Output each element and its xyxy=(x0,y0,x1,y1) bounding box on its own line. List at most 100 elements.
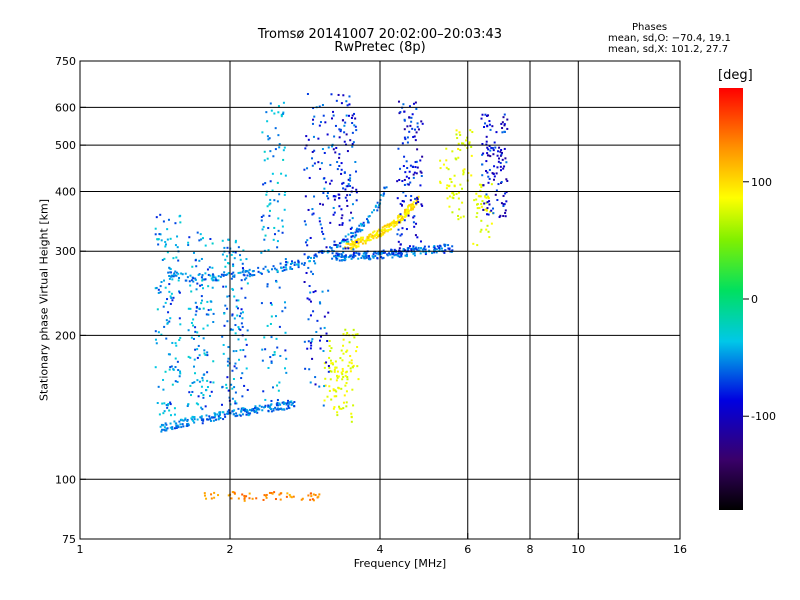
echo-point xyxy=(486,146,489,149)
echo-point xyxy=(278,143,281,146)
echo-point xyxy=(328,339,331,342)
echo-point xyxy=(340,102,343,105)
echo-point xyxy=(401,180,404,183)
echo-point xyxy=(410,247,413,250)
echo-point xyxy=(333,395,336,398)
echo-point xyxy=(488,120,491,123)
echo-point xyxy=(344,374,347,377)
echo-point xyxy=(277,134,280,137)
echo-point xyxy=(166,298,169,301)
echo-point xyxy=(273,267,276,270)
echo-point xyxy=(166,427,169,430)
echo-point xyxy=(433,247,436,250)
echo-point xyxy=(238,315,241,318)
echo-point xyxy=(328,344,331,347)
echo-point xyxy=(278,325,281,328)
echo-point xyxy=(266,269,269,272)
echo-point xyxy=(340,253,343,256)
echo-point xyxy=(328,389,331,392)
echo-point xyxy=(200,257,203,260)
echo-point xyxy=(490,183,493,186)
echo-point xyxy=(356,230,359,233)
echo-point xyxy=(204,405,207,408)
echo-point xyxy=(345,401,348,404)
echo-point xyxy=(209,237,212,240)
echo-point xyxy=(402,200,405,203)
echo-point xyxy=(347,364,350,367)
echo-point xyxy=(189,284,192,287)
echo-point xyxy=(491,172,494,175)
echo-point xyxy=(156,308,159,311)
echo-point xyxy=(191,390,194,393)
echo-point xyxy=(246,282,249,285)
echo-point xyxy=(323,385,326,388)
echo-point xyxy=(265,493,268,496)
echo-point xyxy=(320,162,323,165)
echo-point xyxy=(232,413,235,416)
echo-point xyxy=(376,230,379,233)
echo-point xyxy=(352,364,355,367)
echo-point xyxy=(155,342,158,345)
echo-point xyxy=(270,360,273,363)
echo-point xyxy=(242,249,245,252)
echo-point xyxy=(176,380,179,383)
echo-point xyxy=(398,221,401,224)
echo-point xyxy=(243,497,246,500)
echo-point xyxy=(366,235,369,238)
echo-point xyxy=(399,167,402,170)
echo-point xyxy=(334,151,337,154)
echo-point xyxy=(351,114,354,117)
echo-point xyxy=(411,165,414,168)
echo-point xyxy=(180,426,183,429)
echo-point xyxy=(274,315,277,318)
echo-point xyxy=(270,410,273,413)
echo-point xyxy=(413,225,416,228)
chart-title: Tromsø 20141007 20:02:00–20:03:43 xyxy=(257,27,503,42)
echo-point xyxy=(351,232,354,235)
y-tick-label: 300 xyxy=(55,245,76,258)
echo-point xyxy=(194,259,197,262)
echo-point xyxy=(214,415,217,418)
echo-point xyxy=(209,418,212,421)
echo-point xyxy=(165,429,168,432)
echo-point xyxy=(330,347,333,350)
echo-point xyxy=(490,209,493,212)
echo-point xyxy=(253,410,256,413)
echo-point xyxy=(462,215,465,218)
echo-point xyxy=(504,215,507,218)
echo-point xyxy=(280,267,283,270)
echo-point xyxy=(154,366,157,369)
echo-point xyxy=(368,256,371,259)
echo-point xyxy=(246,329,249,332)
echo-point xyxy=(479,230,482,233)
echo-point xyxy=(488,200,491,203)
echo-point xyxy=(313,256,316,259)
echo-point xyxy=(340,217,343,220)
echo-point xyxy=(371,211,374,214)
echo-point xyxy=(163,325,166,328)
echo-point xyxy=(209,381,212,384)
echo-point xyxy=(158,413,161,416)
echo-point xyxy=(242,349,245,352)
echo-point xyxy=(365,238,368,241)
echo-point xyxy=(266,120,269,123)
echo-point xyxy=(399,234,402,237)
echo-point xyxy=(378,250,381,253)
echo-point xyxy=(164,301,167,304)
echo-point xyxy=(340,172,343,175)
echo-point xyxy=(265,111,268,114)
echo-point xyxy=(372,231,375,234)
echo-point xyxy=(218,417,221,420)
echo-point xyxy=(396,180,399,183)
echo-point xyxy=(359,222,362,225)
echo-point xyxy=(334,360,337,363)
echo-point xyxy=(406,141,409,144)
echo-point xyxy=(344,121,347,124)
echo-point xyxy=(480,228,483,231)
echo-point xyxy=(476,244,479,247)
echo-point xyxy=(481,200,484,203)
echo-point xyxy=(323,237,326,240)
echo-point xyxy=(263,159,266,162)
echo-point xyxy=(320,227,323,230)
echo-point xyxy=(404,213,407,216)
